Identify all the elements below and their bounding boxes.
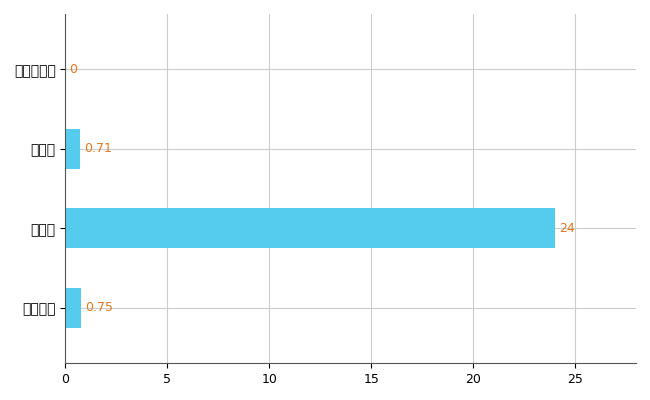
- Bar: [66, 129, 80, 169]
- Bar: [66, 208, 554, 248]
- Text: 0: 0: [70, 63, 77, 76]
- Bar: [66, 288, 81, 328]
- Text: 24: 24: [558, 222, 575, 235]
- Text: 0.71: 0.71: [84, 142, 112, 156]
- Text: 0.75: 0.75: [85, 301, 113, 314]
